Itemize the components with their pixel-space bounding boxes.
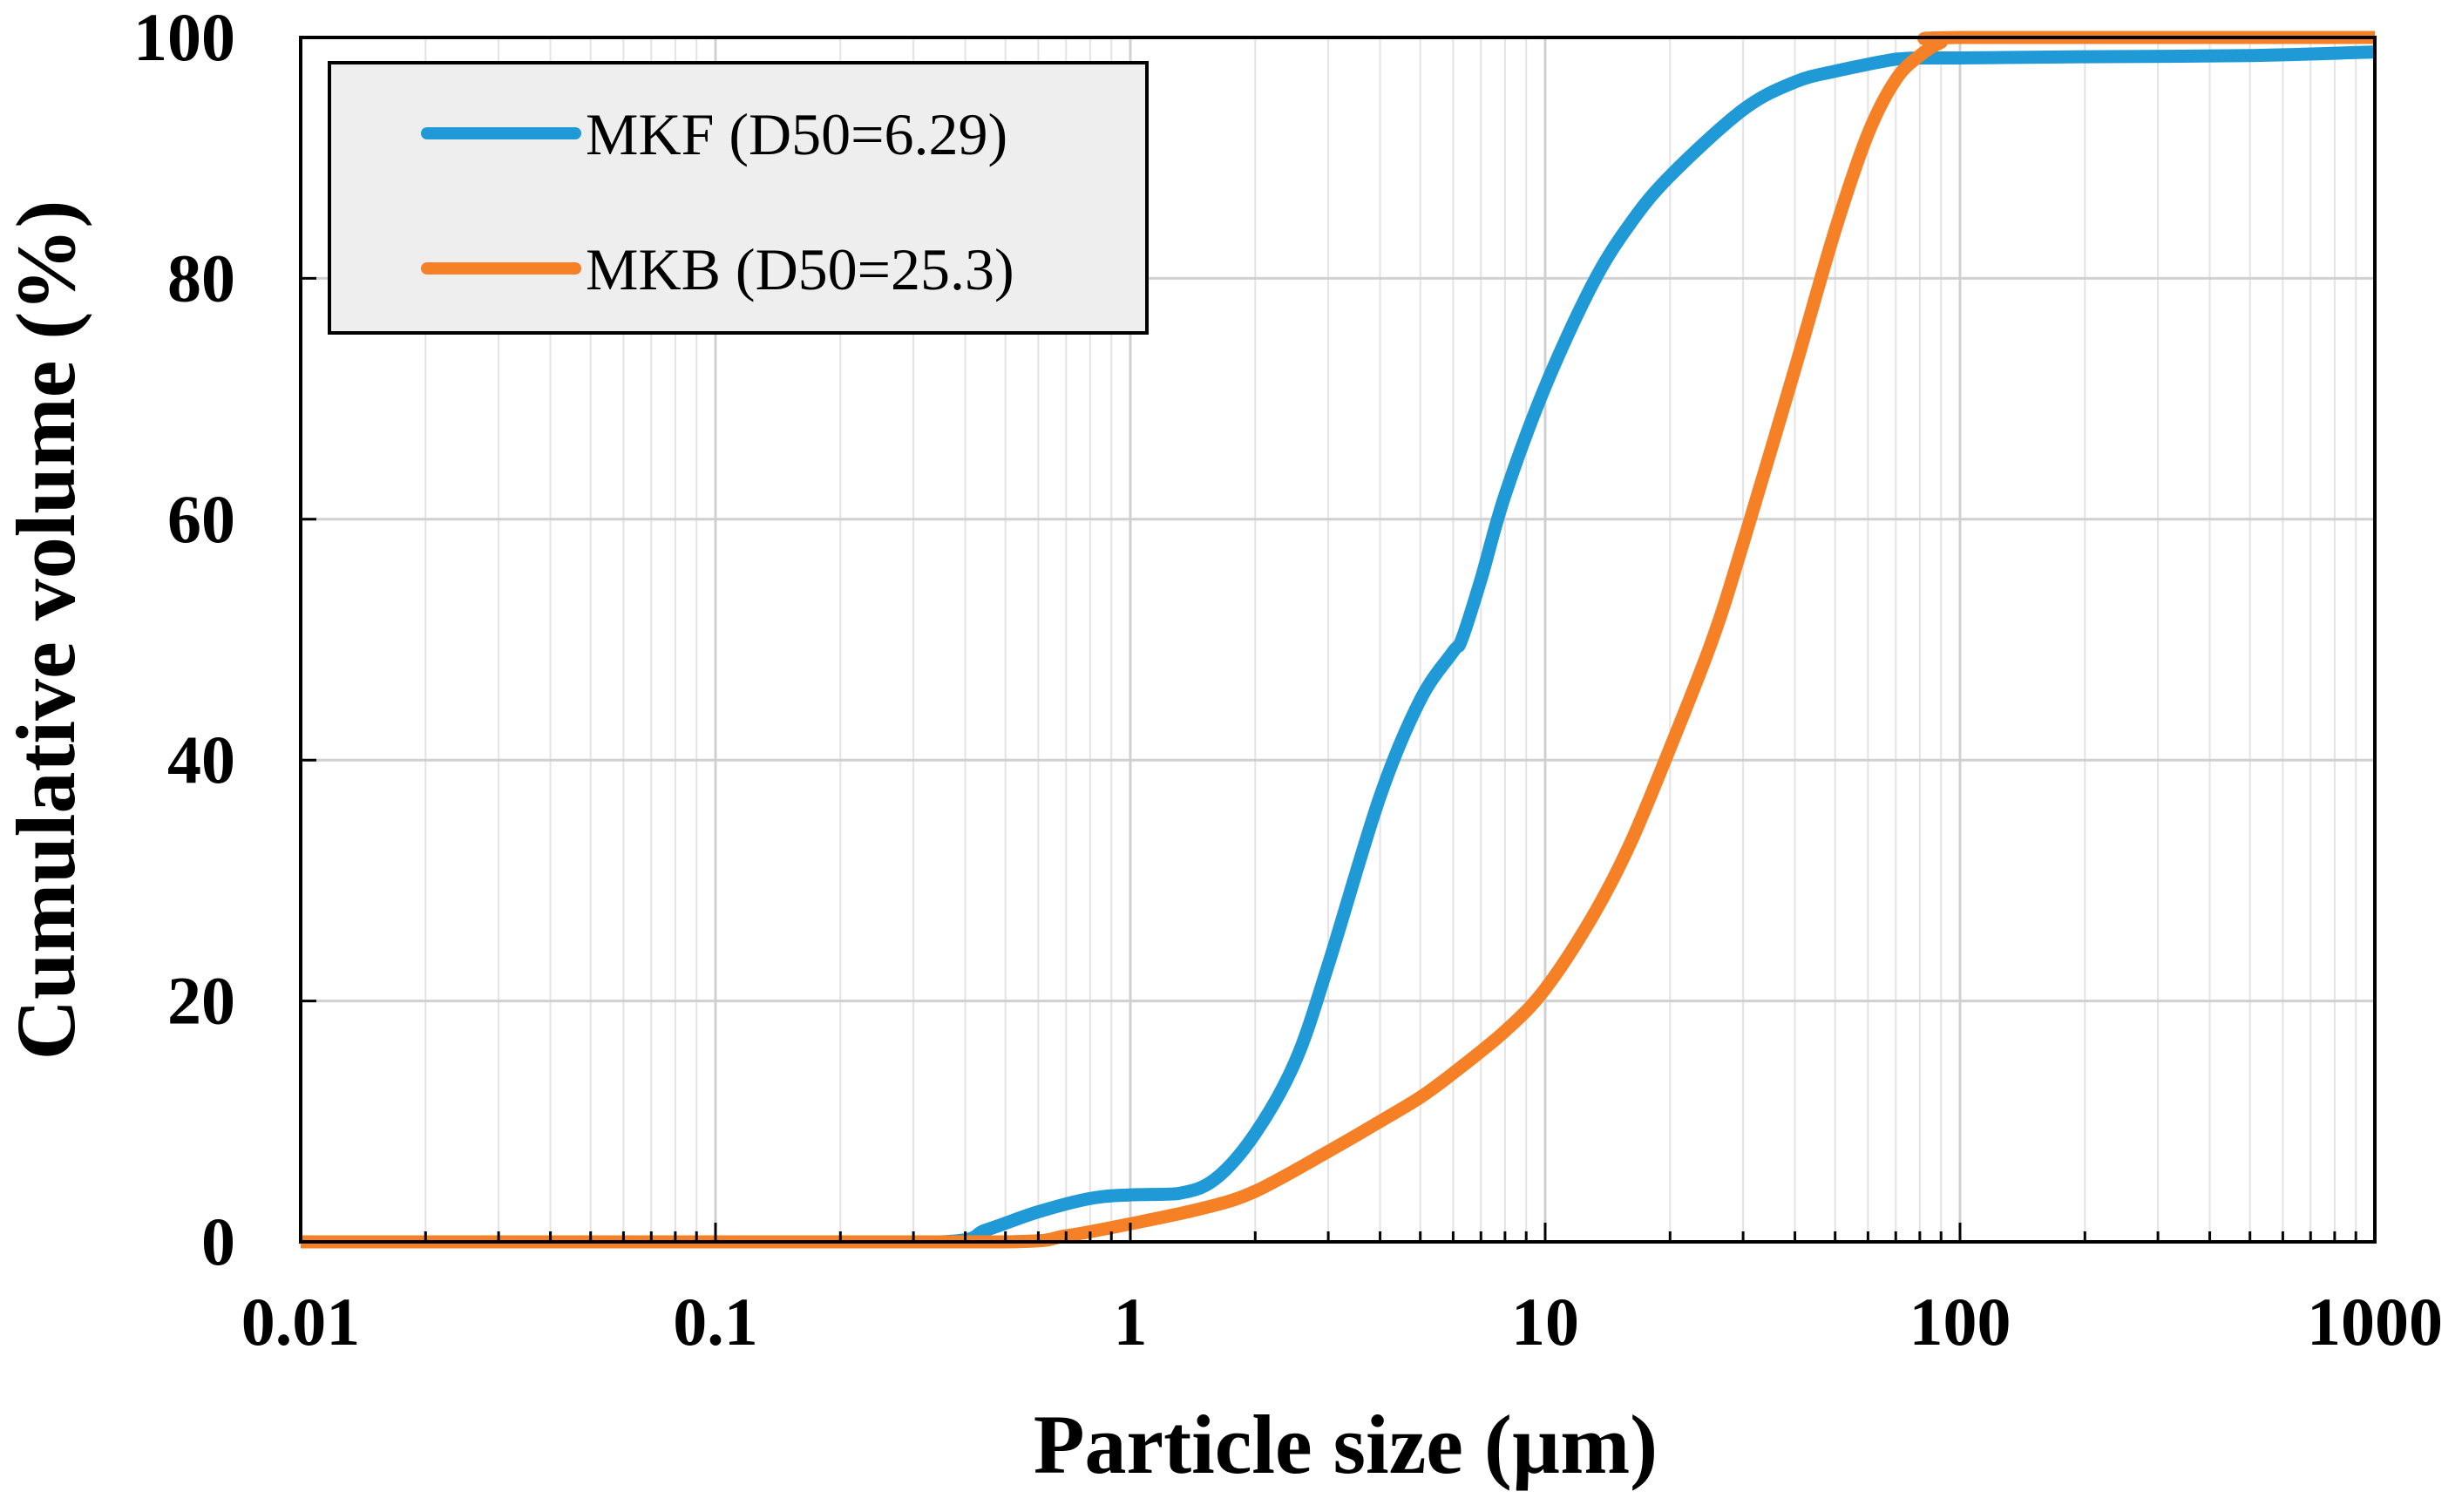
x-tick-labels: 0.01 0.1 1 10 100 1000 [241,1284,2443,1359]
axis-ticks [299,36,2377,1244]
x-tick-label: 1000 [2307,1284,2443,1359]
x-tick-label: 1 [1114,1284,1148,1359]
y-tick-label: 0 [201,1203,235,1279]
plot-frame [299,36,2377,1244]
y-axis-title: Cumulative volume (%) [0,200,92,1061]
y-tick-label: 20 [167,963,235,1039]
series-layer [300,31,2376,1249]
y-tick-label: 40 [167,722,235,797]
y-tick-label: 60 [167,481,235,557]
x-tick-label: 10 [1511,1284,1579,1359]
legend-label-mkb: MKB (D50=25.3) [586,236,1014,302]
y-tick-label: 100 [133,0,235,75]
series-line-mkf [300,45,2376,1249]
x-tick-label: 100 [1909,1284,2011,1359]
x-tick-label: 0.1 [673,1284,758,1359]
legend: MKF (D50=6.29) MKB (D50=25.3) [328,61,1149,335]
legend-label-mkf: MKF (D50=6.29) [586,101,1007,167]
y-tick-label: 80 [167,240,235,315]
x-tick-label: 0.01 [241,1284,361,1359]
series-line-mkb [300,31,2375,1249]
y-tick-labels: 0 20 40 60 80 100 [133,0,235,1279]
legend-box [328,61,1149,335]
x-axis-title: Particle size (µm) [1034,1398,1658,1491]
